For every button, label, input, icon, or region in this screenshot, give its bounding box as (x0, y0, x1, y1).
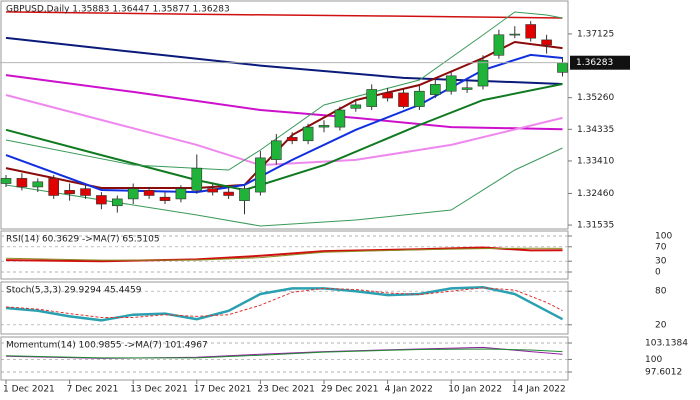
candle-body (80, 188, 91, 196)
indicator-line (5, 348, 563, 359)
candle-body (127, 188, 139, 200)
candle-body (350, 104, 362, 109)
candle-body (286, 137, 298, 142)
candle-body (143, 190, 155, 196)
panel-frame (0, 281, 569, 335)
candle-body (525, 24, 537, 39)
candle-body (445, 75, 457, 92)
x-tick-label: 17 Dec 2021 (194, 385, 252, 395)
candle-body (191, 167, 203, 191)
y-tick-label: 97.6012 (645, 368, 682, 378)
candle-body (239, 188, 250, 201)
candle-body (175, 188, 187, 200)
candle-body (112, 198, 123, 207)
x-tick-label: 7 Dec 2021 (67, 385, 119, 395)
y-tick-label: 1.35260 (577, 93, 614, 103)
indicator-line (5, 147, 563, 227)
candle-body (48, 178, 60, 196)
x-tick-label: 14 Jan 2022 (512, 385, 566, 395)
candle-body (207, 188, 218, 193)
y-tick-label: 100 (645, 355, 662, 365)
y-tick-label: 0 (655, 268, 661, 278)
x-tick-label: 23 Dec 2021 (257, 385, 315, 395)
candle-body (477, 60, 489, 87)
candle-body (382, 92, 393, 99)
y-tick-label: 1.33410 (577, 156, 614, 166)
panel-frame (0, 0, 569, 230)
candle-body (318, 125, 330, 128)
panel-title: GBPUSD,Daily 1.35883 1.36447 1.35877 1.3… (6, 5, 230, 15)
panel-frame (0, 230, 569, 280)
candle-body (16, 178, 28, 188)
y-tick-label: 1.34335 (577, 125, 614, 135)
candle-body (493, 34, 505, 56)
y-tick-label: 103.1384 (645, 339, 688, 349)
candle-body (64, 190, 75, 195)
candle-body (270, 140, 282, 160)
candle-body (159, 196, 171, 201)
candle-body (509, 33, 521, 36)
indicator-line (5, 11, 563, 171)
indicator-line (5, 247, 563, 261)
candle-body (541, 39, 552, 46)
x-tick-label: 1 Dec 2021 (3, 385, 55, 395)
candle-body (414, 90, 425, 107)
y-tick-label: 70 (655, 242, 667, 252)
candle-body (334, 109, 346, 128)
indicator-line (5, 287, 563, 318)
candle-body (429, 84, 441, 95)
y-tick-label: 20 (655, 320, 667, 330)
y-tick-label: 100 (655, 232, 672, 242)
panel-title: Momentum(14) 100.9855 ->MA(7) 101.4967 (6, 341, 208, 351)
panel-title: RSI(14) 60.3629 ->MA(7) 65.5105 (6, 235, 160, 245)
candle-body (255, 157, 266, 193)
indicator-line (5, 246, 563, 263)
indicator-line (5, 94, 563, 167)
last-price-label: 1.36283 (576, 58, 613, 68)
candle-body (223, 191, 234, 196)
candle-body (366, 89, 378, 107)
candle-body (0, 178, 12, 184)
panel-frame (0, 336, 569, 381)
indicator-line (5, 83, 563, 192)
candle-body (96, 195, 107, 205)
x-tick-label: 10 Jan 2022 (448, 385, 502, 395)
x-tick-label: 13 Dec 2021 (130, 385, 188, 395)
x-tick-label: 4 Jan 2022 (385, 385, 433, 395)
y-tick-label: 80 (655, 287, 667, 297)
panel-title: Stoch(5,3,3) 29.9294 45.4459 (6, 286, 142, 296)
candle-body (557, 62, 568, 73)
last-price-tag (570, 55, 630, 70)
indicator-line (5, 11, 563, 19)
candle-body (398, 92, 409, 107)
y-tick-label: 1.31535 (577, 221, 614, 231)
y-tick-label: 1.37125 (577, 29, 614, 39)
candle-body (32, 181, 44, 188)
candle-body (302, 126, 314, 142)
y-tick-label: 30 (655, 257, 667, 267)
candle-body (461, 87, 473, 90)
y-tick-label: 1.32460 (577, 189, 614, 199)
x-tick-label: 29 Dec 2021 (321, 385, 379, 395)
indicator-line (5, 74, 563, 131)
